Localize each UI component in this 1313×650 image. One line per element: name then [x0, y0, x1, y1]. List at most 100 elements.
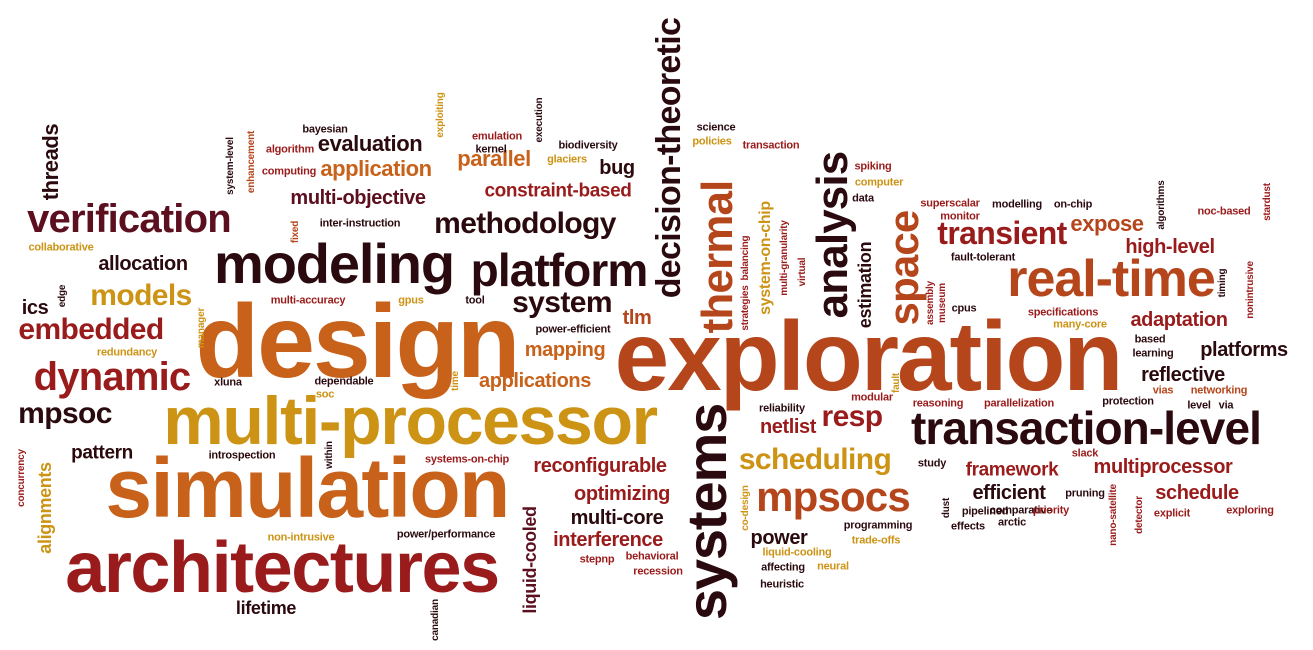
word-high-level: high-level: [1125, 236, 1215, 258]
word-dust: dust: [941, 497, 952, 519]
word-expose: expose: [1070, 211, 1144, 236]
word-analysis: analysis: [808, 151, 857, 319]
word-recession: recession: [633, 565, 683, 578]
word-concurrency: concurrency: [16, 449, 27, 507]
word-canadian: canadian: [430, 599, 441, 641]
word-enhancement: enhancement: [246, 130, 257, 194]
word-networking: networking: [1190, 384, 1248, 397]
word-algorithms: algorithms: [1156, 180, 1167, 230]
word-multi-processor: multi-processor: [163, 383, 658, 459]
word-reasoning: reasoning: [912, 397, 964, 410]
word-superscalar: superscalar: [920, 197, 980, 210]
word-efficient: efficient: [972, 482, 1046, 504]
word-tool: tool: [465, 294, 485, 307]
word-models: models: [90, 279, 192, 312]
word-pruning: pruning: [1065, 487, 1105, 500]
word-redundancy: redundancy: [96, 346, 158, 359]
word-stardust: stardust: [1262, 183, 1273, 221]
word-systems-on-chip: systems-on-chip: [424, 453, 510, 466]
word-biodiversity: biodiversity: [558, 139, 618, 152]
word-liquid-cooling: liquid-cooling: [762, 546, 832, 559]
word-system-level: system-level: [225, 137, 236, 195]
word-xluna: xluna: [214, 376, 242, 389]
word-reliability: reliability: [759, 402, 805, 415]
word-collaborative: collaborative: [28, 241, 94, 254]
word-transaction: transaction: [742, 139, 800, 152]
word-timing: timing: [1217, 268, 1228, 298]
word-space: space: [880, 210, 927, 326]
word-balancing: balancing: [740, 235, 751, 281]
word-learning: learning: [1132, 347, 1174, 360]
word-multi-core: multi-core: [570, 507, 664, 529]
word-interference: interference: [553, 529, 663, 551]
word-mpsoc: mpsoc: [18, 397, 112, 430]
word-arctic: arctic: [997, 516, 1027, 529]
word-nano-satellite: nano-satellite: [1108, 484, 1119, 546]
word-multi-objective: multi-objective: [290, 187, 426, 209]
word-embedded: embedded: [18, 313, 164, 346]
word-co-design: co-design: [740, 485, 751, 531]
word-spiking: spiking: [854, 160, 892, 173]
word-soc: soc: [315, 388, 335, 401]
word-execution: execution: [534, 97, 545, 143]
word-nonintrusive: nonintrusive: [1245, 261, 1256, 319]
word-slack: slack: [1071, 447, 1099, 460]
word-policies: policies: [692, 135, 732, 148]
word-many-core: many-core: [1053, 318, 1107, 331]
word-ics: ics: [21, 297, 49, 319]
word-based: based: [1134, 333, 1166, 346]
word-evaluation: evaluation: [317, 131, 423, 156]
word-within: within: [324, 441, 335, 469]
word-science: science: [696, 121, 736, 134]
word-heuristic: heuristic: [760, 578, 804, 591]
word-glaciers: glaciers: [547, 153, 587, 166]
word-behavioral: behavioral: [625, 550, 679, 563]
word-thermal: thermal: [693, 180, 742, 334]
word-noc-based: noc-based: [1197, 205, 1251, 218]
word-dependable: dependable: [314, 375, 374, 388]
word-lifetime: lifetime: [235, 598, 297, 618]
word-system: system: [512, 286, 612, 319]
word-programming: programming: [843, 519, 913, 532]
word-exploring: exploring: [1226, 504, 1274, 517]
word-tlm: tlm: [622, 307, 652, 329]
word-level: level: [1187, 399, 1211, 412]
word-manager: manager: [196, 307, 207, 349]
word-on-chip: on-chip: [1053, 198, 1093, 211]
word-systems: systems: [675, 403, 738, 621]
word-protection: protection: [1102, 395, 1154, 408]
word-fault: fault: [891, 372, 902, 394]
word-inter-instruction: inter-instruction: [319, 217, 401, 230]
word-applications: applications: [479, 370, 591, 392]
word-dynamic: dynamic: [33, 355, 191, 399]
word-comparative: comparative: [989, 504, 1053, 517]
word-schedule: schedule: [1155, 482, 1239, 504]
word-edge: edge: [57, 284, 68, 308]
word-netlist: netlist: [759, 416, 817, 438]
word-allocation: allocation: [98, 253, 188, 275]
word-computer: computer: [854, 176, 904, 189]
word-estimation: estimation: [855, 241, 875, 329]
word-parallelization: parallelization: [983, 397, 1055, 410]
word-framework: framework: [965, 459, 1059, 481]
word-effects: effects: [951, 520, 985, 533]
word-design: design: [195, 284, 521, 400]
word-non-intrusive: non-intrusive: [267, 531, 335, 544]
word-via: via: [1218, 399, 1234, 412]
word-scheduling: scheduling: [738, 443, 892, 476]
word-neural: neural: [817, 560, 849, 573]
word-strategies: strategies: [740, 285, 751, 331]
word-specifications: specifications: [1027, 306, 1099, 319]
word-decision-theoretic: decision-theoretic: [650, 17, 688, 299]
word-architectures: architectures: [65, 528, 500, 608]
word-multi-granularity: multi-granularity: [779, 220, 790, 296]
word-mpsocs: mpsocs: [756, 473, 911, 520]
word-methodology: methodology: [434, 207, 616, 240]
word-power: power: [750, 527, 808, 549]
word-alignments: alignments: [35, 462, 55, 554]
word-reflective: reflective: [1141, 364, 1225, 386]
word-multiprocessor: multiprocessor: [1093, 456, 1233, 478]
word-real-time: real-time: [1007, 250, 1215, 308]
word-optimizing: optimizing: [574, 483, 670, 505]
word-vias: vias: [1152, 384, 1174, 397]
